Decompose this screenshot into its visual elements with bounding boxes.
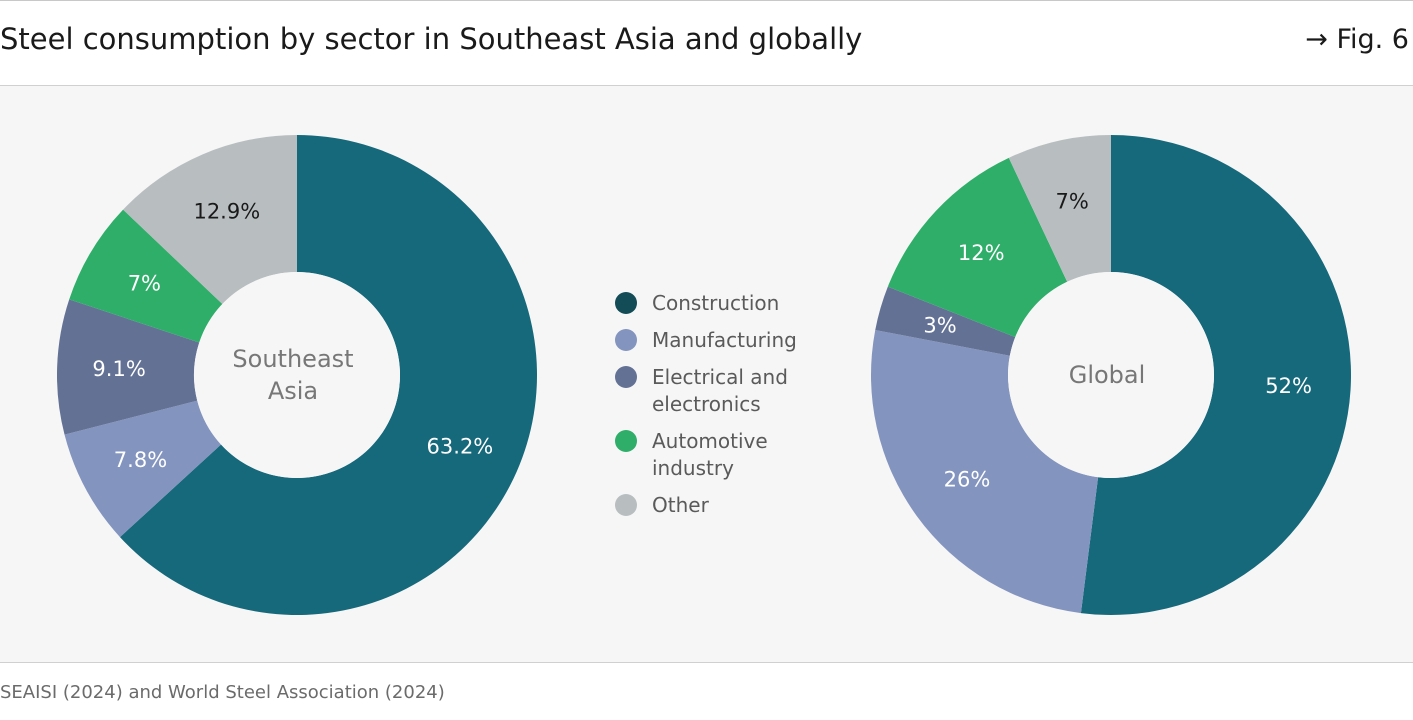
slice-construction [119,135,538,615]
figure-reference: → Fig. 6 [1305,24,1409,55]
slice-electrical [875,286,1016,356]
top-rule [0,0,1413,1]
legend: Construction Manufacturing Electrical and e… [615,291,797,517]
slice-construction [1080,135,1351,615]
legend-swatch-other [615,494,637,516]
slice-label-automotive: 7% [128,271,161,295]
slice-other [123,135,297,305]
legend-swatch-manufacturing [615,329,637,351]
legend-label-construction: Construction [652,291,779,315]
slice-manufacturing [871,330,1099,614]
slice-label-other: 12.9% [193,199,260,223]
legend-label-automotive: Automotive [652,429,768,453]
header: Steel consumption by sector in Southeast… [0,0,1413,85]
donut-southeast-asia: 63.2% 7.8% 9.1% 7% 12.9% Southeast Asia [56,135,538,615]
legend-label-electrical: Electrical and [652,365,788,389]
slice-label-electrical: 3% [923,313,956,337]
legend-label-other: Other [652,493,710,517]
legend-swatch-automotive [615,430,637,452]
center-label: Asia [268,377,318,405]
center-label: Global [1069,361,1146,389]
legend-swatch-construction [615,292,637,314]
slice-label-manufacturing: 26% [944,468,991,492]
slice-label-manufacturing: 7.8% [114,448,167,472]
slice-label-construction: 52% [1265,374,1312,398]
slice-electrical [56,299,200,435]
slice-label-automotive: 12% [958,241,1005,265]
slice-label-electrical: 9.1% [92,357,145,381]
source-note: SEAISI (2024) and World Steel Associatio… [0,682,445,703]
legend-label-automotive: industry [652,456,734,480]
donut-hole-cover [1008,272,1214,478]
slice-label-construction: 63.2% [427,435,494,459]
slice-manufacturing [64,400,222,538]
legend-swatch-electrical [615,366,637,388]
chart-title: Steel consumption by sector in Southeast… [0,22,863,56]
slice-label-other: 7% [1056,189,1089,213]
slice-other [1008,135,1111,282]
legend-label-electrical: electronics [652,392,761,416]
slice-automotive [69,209,223,343]
donut-charts: 63.2% 7.8% 9.1% 7% 12.9% Southeast Asia 52% 26%… [56,135,1351,615]
slice-automotive [887,157,1068,338]
center-label: Southeast [232,345,353,373]
donut-global: 52% 26% 3% 12% 7% Global [871,135,1351,615]
legend-label-manufacturing: Manufacturing [652,328,797,352]
donut-hole-cover [194,272,400,478]
